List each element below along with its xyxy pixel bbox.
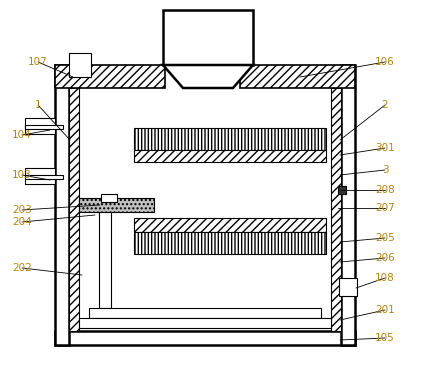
Bar [338, 186, 346, 194]
Text: 103: 103 [12, 170, 32, 180]
Bar [101, 194, 117, 202]
Text: 104: 104 [12, 130, 32, 140]
Bar [25, 125, 63, 129]
Bar [99, 212, 111, 308]
Bar [134, 128, 326, 150]
Bar [134, 232, 326, 254]
Bar [331, 88, 341, 331]
Text: 105: 105 [375, 333, 395, 343]
Bar [134, 218, 326, 232]
Bar [79, 198, 154, 212]
Bar [89, 308, 321, 318]
Bar [79, 318, 331, 328]
Bar [25, 168, 55, 184]
Text: 207: 207 [375, 203, 395, 213]
Bar [341, 65, 355, 345]
Bar [69, 53, 91, 77]
Text: 108: 108 [375, 273, 395, 283]
Bar [55, 65, 69, 345]
Bar [25, 175, 63, 179]
Text: 106: 106 [375, 57, 395, 67]
Text: 205: 205 [375, 233, 395, 243]
Polygon shape [163, 65, 253, 88]
Bar [134, 150, 326, 162]
Text: 3: 3 [381, 165, 388, 175]
Bar [25, 118, 55, 134]
Text: 203: 203 [12, 205, 32, 215]
Text: 201: 201 [375, 305, 395, 315]
Bar [55, 65, 165, 88]
Text: 204: 204 [12, 217, 32, 227]
Bar [69, 88, 79, 331]
Bar [55, 331, 355, 345]
Text: 206: 206 [375, 253, 395, 263]
Bar [339, 278, 357, 296]
Text: 202: 202 [12, 263, 32, 273]
Bar [163, 10, 253, 65]
Text: 2: 2 [381, 100, 388, 110]
Text: 1: 1 [35, 100, 41, 110]
Bar [240, 65, 355, 88]
Text: 208: 208 [375, 185, 395, 195]
Text: 301: 301 [375, 143, 395, 153]
Text: 107: 107 [28, 57, 48, 67]
